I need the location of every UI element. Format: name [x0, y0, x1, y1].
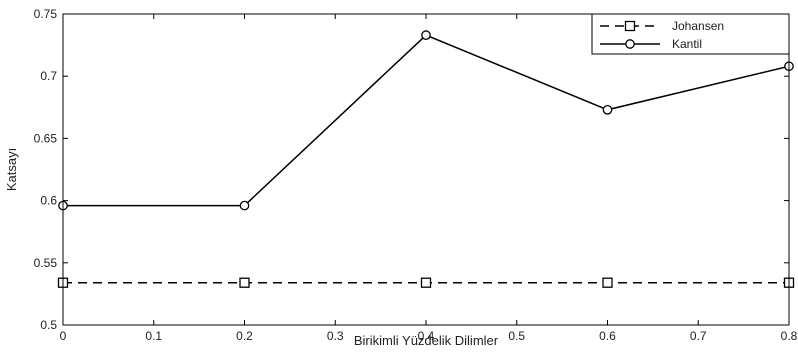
series-kantil	[58, 30, 794, 211]
legend-item-kantil: Kantil	[600, 37, 702, 51]
y-axis-title: Katsayı	[4, 148, 19, 191]
plot-frame	[62, 13, 790, 326]
legend-label: Johansen	[672, 19, 724, 33]
x-tick-label: 0.6	[599, 329, 616, 343]
x-tick-label: 0.4	[418, 329, 435, 343]
legend-item-johansen: Johansen	[600, 19, 724, 33]
legend-marker	[624, 20, 636, 32]
y-tick-label: 0.5	[40, 318, 57, 332]
data-point-johansen	[239, 277, 250, 288]
y-tick-label: 0.7	[40, 69, 57, 83]
y-tick-label: 0.55	[34, 256, 58, 270]
data-point-kantil	[602, 104, 613, 115]
legend-marker	[625, 39, 635, 49]
y-tick-label: 0.6	[40, 194, 57, 208]
x-tick-label: 0.3	[327, 329, 344, 343]
legend-items: Johansen Kantil	[600, 19, 724, 51]
series-line-kantil	[63, 34, 790, 207]
data-point-kantil	[421, 30, 431, 40]
ticks-layer: 0 0.1 0.2 0.3 0.4 0.5 0.6 0.7 0.8 0.5 0.55 0.6 0.65 0…	[34, 7, 798, 343]
x-tick-label: 0.2	[236, 329, 253, 343]
y-tick-label: 0.65	[34, 131, 58, 145]
legend-box	[591, 13, 790, 55]
x-tick-label: 0.8	[781, 329, 798, 343]
x-tick-label: 0	[60, 329, 67, 343]
data-point-johansen	[420, 277, 432, 288]
y-tick-label: 0.75	[34, 7, 58, 21]
data-point-kantil	[239, 200, 250, 211]
series-layer	[57, 30, 795, 288]
legend-label: Kantil	[672, 37, 702, 51]
data-point-johansen	[602, 277, 613, 288]
legend: Johansen Kantil	[591, 13, 790, 55]
x-tick-label: 0.1	[145, 329, 162, 343]
x-tick-label: 0.5	[508, 329, 525, 343]
series-johansen	[57, 277, 795, 288]
x-axis-title: Birikimli Yüzdelik Dilimler	[354, 333, 499, 348]
x-tick-label: 0.7	[690, 329, 707, 343]
